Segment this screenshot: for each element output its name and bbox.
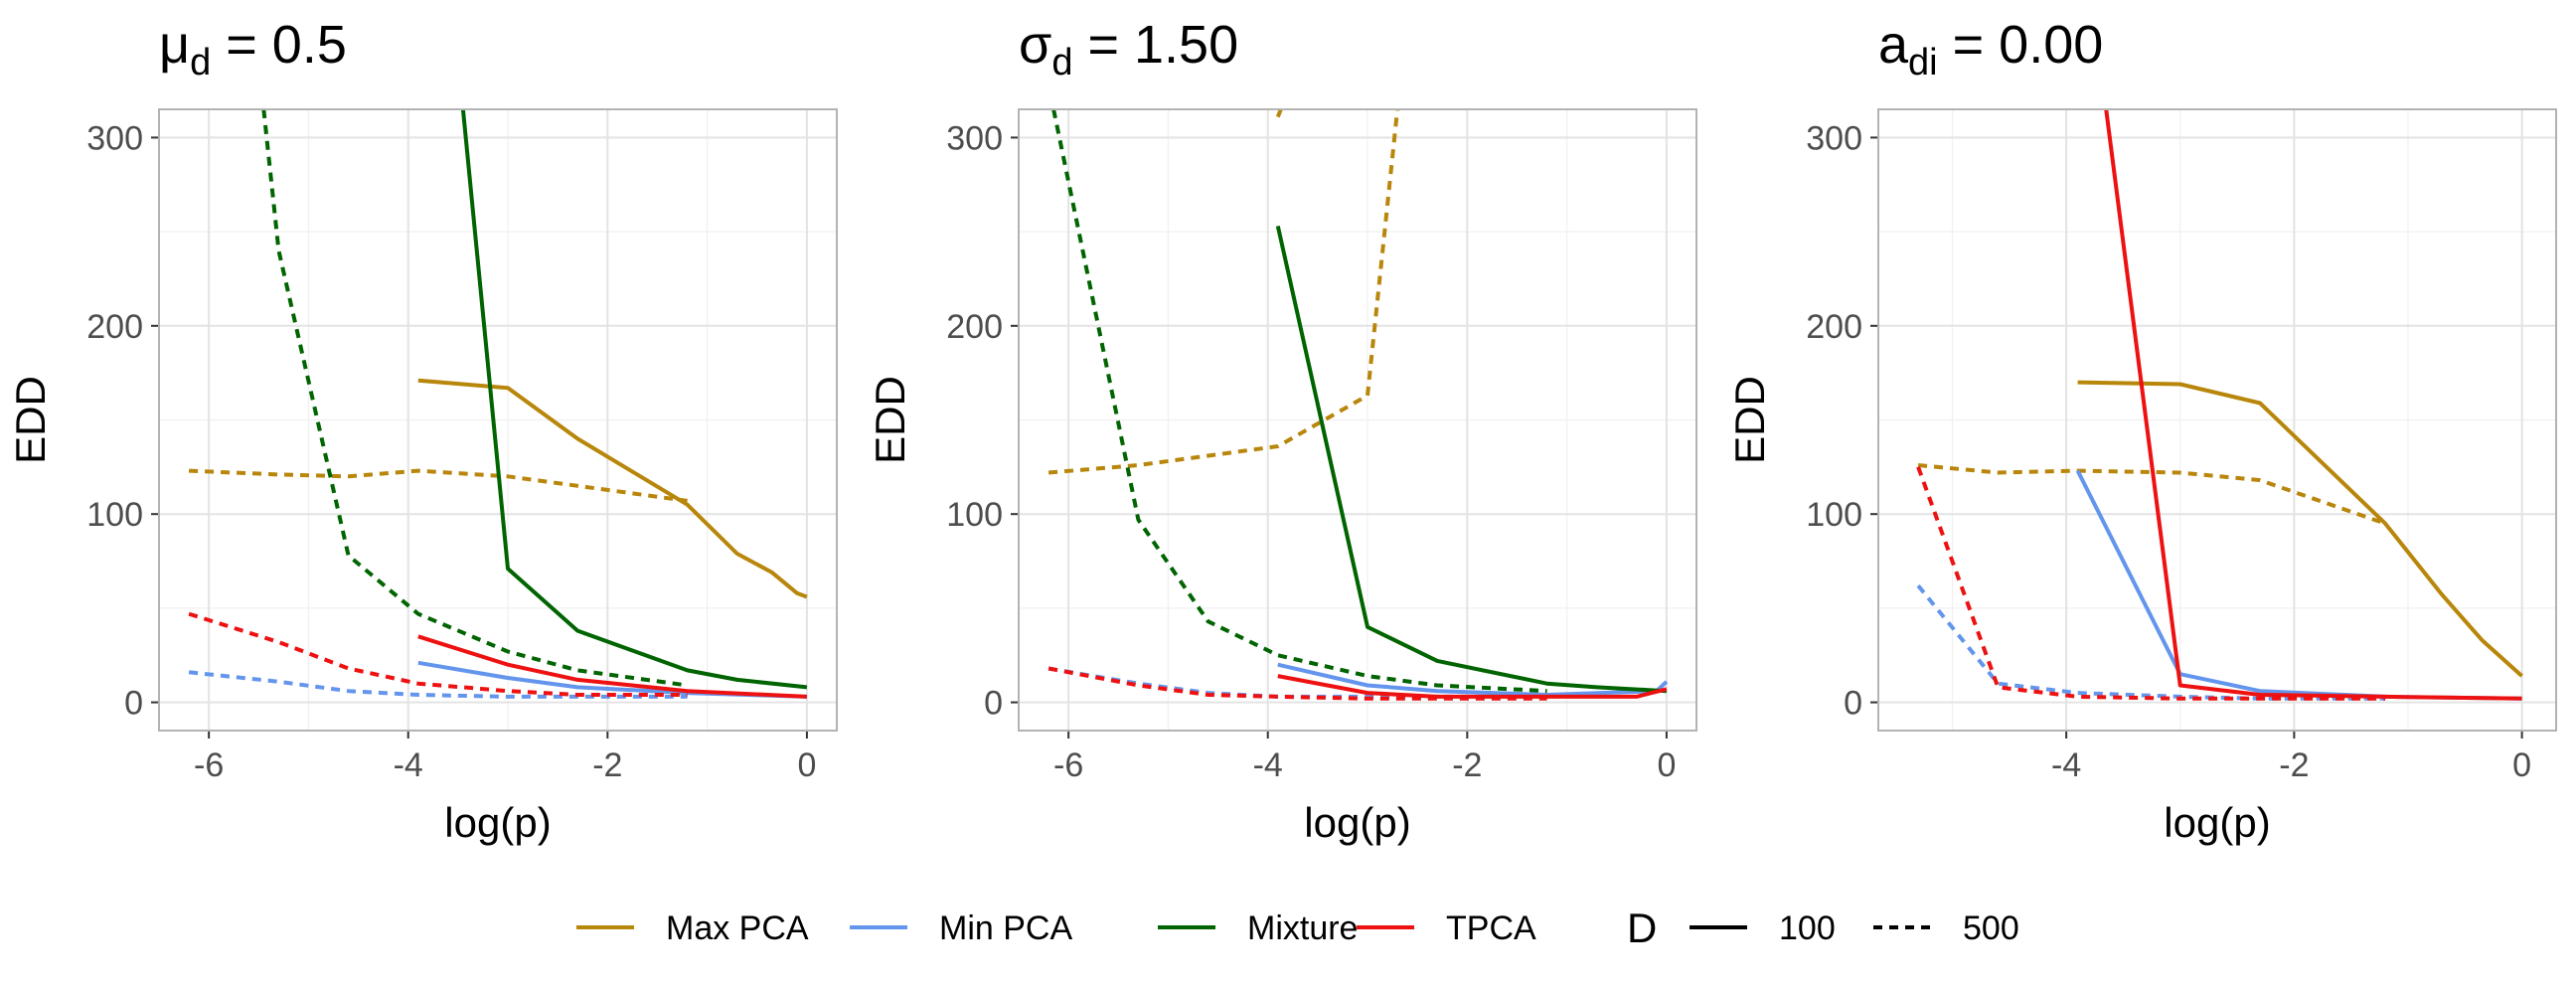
panel-border bbox=[1877, 108, 2557, 732]
y-axis-title: EDD bbox=[7, 376, 54, 464]
x-tick-label: -2 bbox=[592, 746, 622, 784]
panel-title: adi = 0.00 bbox=[1878, 15, 2103, 83]
series-line-tpca-d500 bbox=[188, 611, 688, 697]
series-line-min-pca-d500 bbox=[1916, 583, 2386, 701]
panel-title-value: = 1.50 bbox=[1072, 15, 1238, 75]
series-line-mixture-d100 bbox=[1275, 225, 1668, 694]
x-tick-label: 0 bbox=[797, 746, 816, 784]
x-tick-label: -2 bbox=[1452, 746, 1482, 784]
x-tick-label: -6 bbox=[1053, 746, 1083, 784]
x-tick-label: -4 bbox=[1253, 746, 1283, 784]
series-line-mixture-d500 bbox=[261, 109, 688, 688]
y-tick-label: 300 bbox=[86, 119, 143, 157]
y-axis-title: EDD bbox=[867, 376, 913, 464]
panel-title-value: = 0.5 bbox=[211, 15, 347, 75]
legend-label-min-pca: Min PCA bbox=[939, 909, 1072, 947]
panel-3: -4 -2 0 0 100 200 300 log(p) EDD adi = 0.00 bbox=[1726, 15, 2557, 846]
y-tick-label: 300 bbox=[1806, 119, 1862, 157]
panel-title-subscript: di bbox=[1908, 42, 1938, 83]
x-axis-title: log(p) bbox=[444, 799, 551, 846]
x-tick-label: -4 bbox=[394, 746, 423, 784]
panel-title-value: = 0.00 bbox=[1938, 15, 2104, 75]
y-tick-label: 200 bbox=[1806, 308, 1862, 346]
legend: Max PCA Min PCA Mixture TPCA D 100 500 bbox=[576, 905, 2019, 951]
x-axis-title: log(p) bbox=[1304, 799, 1410, 846]
y-tick-label: 100 bbox=[946, 496, 1003, 534]
panel-border bbox=[158, 108, 838, 732]
y-tick-label: 200 bbox=[946, 308, 1003, 346]
y-tick-label: 300 bbox=[946, 119, 1003, 157]
legend-label-tpca: TPCA bbox=[1446, 909, 1536, 947]
legend-label-d500: 500 bbox=[1963, 909, 2019, 947]
panel-title-symbol: a bbox=[1878, 15, 1909, 75]
x-tick-label: -6 bbox=[194, 746, 224, 784]
y-tick-label: 100 bbox=[1806, 496, 1862, 534]
series-line-tpca-d100 bbox=[2104, 109, 2522, 701]
panel-border bbox=[1018, 108, 1697, 732]
series-group bbox=[1047, 109, 1669, 701]
series-line-max-pca-d500 bbox=[1047, 109, 1400, 475]
y-axis-title: EDD bbox=[1726, 376, 1773, 464]
legend-label-d100: 100 bbox=[1779, 909, 1836, 947]
panel-title-symbol: σ bbox=[1019, 15, 1051, 75]
x-tick-label: 0 bbox=[2512, 746, 2531, 784]
series-group bbox=[188, 109, 808, 699]
series-line-tpca-d100 bbox=[417, 634, 807, 699]
series-line-max-pca-d100 bbox=[1275, 109, 1283, 118]
series-line-min-pca-d100 bbox=[2075, 469, 2522, 701]
panel-2: -6 -4 -2 0 0 100 200 300 log(p) EDD σd = 1.50 bbox=[867, 15, 1697, 846]
legend-label-mixture: Mixture bbox=[1247, 909, 1358, 947]
series-line-max-pca-d500 bbox=[1917, 463, 2386, 526]
y-tick-label: 0 bbox=[1844, 685, 1862, 723]
series-line-max-pca-d500 bbox=[189, 468, 688, 503]
y-tick-label: 200 bbox=[86, 308, 143, 346]
panel-title-symbol: μ bbox=[159, 15, 190, 75]
panel-title: σd = 1.50 bbox=[1019, 15, 1238, 83]
x-axis-title: log(p) bbox=[2164, 799, 2270, 846]
legend-linetype-title: D bbox=[1627, 905, 1657, 951]
y-tick-label: 0 bbox=[124, 685, 143, 723]
series-line-mixture-d100 bbox=[460, 109, 808, 690]
x-tick-label: 0 bbox=[1657, 746, 1676, 784]
x-tick-label: -4 bbox=[2051, 746, 2081, 784]
y-tick-label: 100 bbox=[86, 496, 143, 534]
y-tick-label: 0 bbox=[984, 685, 1003, 723]
series-line-tpca-d500 bbox=[1916, 466, 2386, 701]
panel-title-subscript: d bbox=[1051, 42, 1072, 83]
panel-title-subscript: d bbox=[190, 42, 211, 83]
panel-1: -6 -4 -2 0 0 100 200 300 log(p) EDD μd = 0.5 bbox=[7, 15, 838, 846]
series-line-max-pca-d100 bbox=[2077, 380, 2523, 678]
x-tick-label: -2 bbox=[2279, 746, 2309, 784]
panel-title: μd = 0.5 bbox=[159, 15, 347, 83]
series-group bbox=[1916, 109, 2523, 701]
legend-label-max-pca: Max PCA bbox=[666, 909, 809, 947]
series-line-mixture-d500 bbox=[1051, 109, 1547, 694]
series-line-tpca-d500 bbox=[1047, 666, 1547, 701]
series-line-max-pca-d100 bbox=[417, 378, 808, 599]
